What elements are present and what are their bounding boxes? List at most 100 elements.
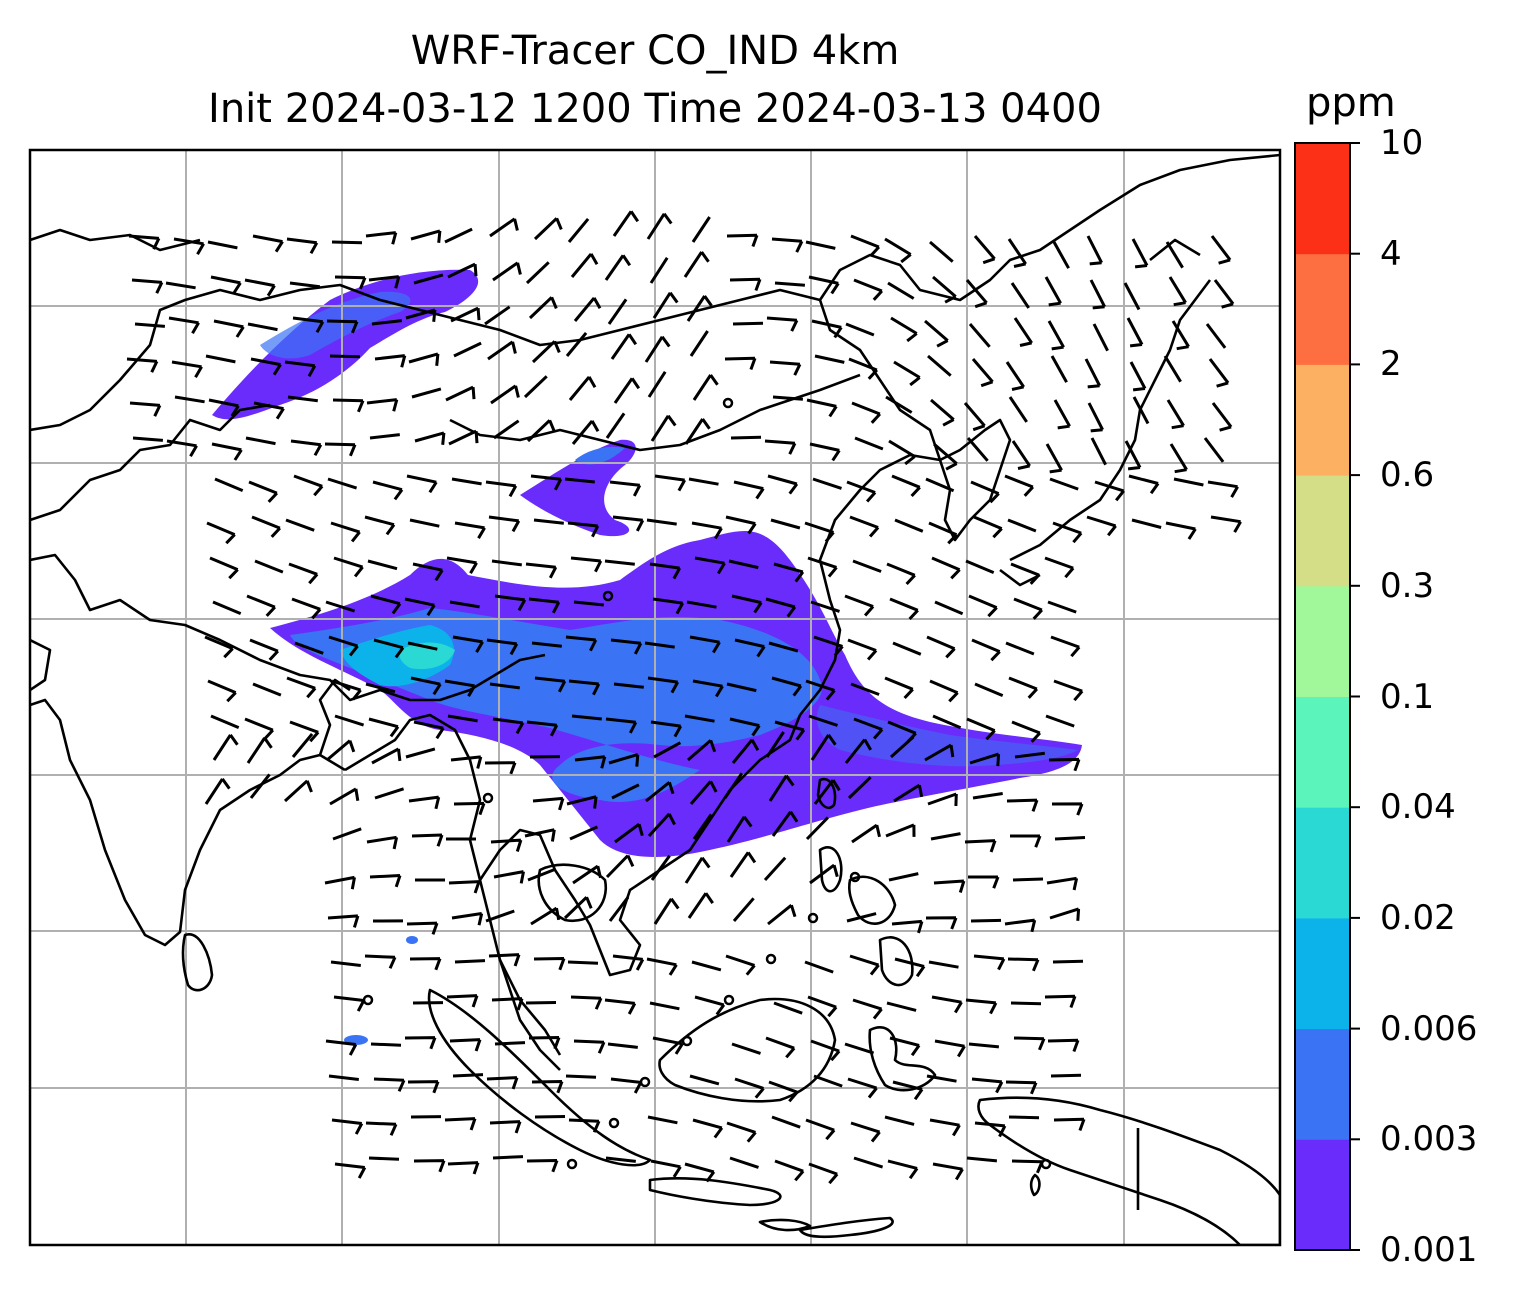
wind-barb <box>207 679 237 703</box>
wind-barb <box>614 822 644 844</box>
wind-barb <box>889 597 919 621</box>
wind-barb <box>1049 907 1081 921</box>
wind-barb <box>252 234 284 253</box>
wind-barb <box>410 229 442 243</box>
wind-barb <box>891 919 924 934</box>
wind-barb <box>684 1162 716 1183</box>
wind-barb <box>533 957 566 971</box>
wind-barb <box>689 780 718 805</box>
wind-barb <box>533 217 563 241</box>
wind-barb <box>889 735 915 759</box>
wind-barb <box>932 714 962 730</box>
wind-barb <box>809 442 841 462</box>
wind-barb <box>409 518 440 528</box>
wind-barb <box>444 679 476 697</box>
wind-barb <box>691 216 711 243</box>
wind-barb <box>926 1074 957 1083</box>
wind-barb <box>1205 323 1227 349</box>
wind-barb <box>374 787 405 800</box>
wind-barb <box>731 738 760 764</box>
wind-barb <box>653 897 680 925</box>
wind-barb <box>850 234 881 257</box>
wind-barb <box>1010 562 1040 585</box>
wind-barb <box>605 1156 636 1163</box>
wind-barb <box>808 275 840 295</box>
wind-barb <box>565 635 598 652</box>
wind-barb <box>364 515 396 536</box>
wind-barb <box>1047 1038 1080 1053</box>
colorbar-segment <box>1295 253 1350 365</box>
wind-barb <box>884 676 914 700</box>
wind-barb <box>173 237 205 255</box>
wind-barb <box>531 641 562 648</box>
wind-barb <box>604 998 637 1015</box>
wind-barb <box>806 398 838 418</box>
colorbar-tick-label: 0.006 <box>1380 1008 1478 1049</box>
wind-barb <box>729 1156 759 1169</box>
wind-barb <box>692 813 713 840</box>
wind-barb <box>207 240 238 250</box>
wind-barb <box>974 682 1004 697</box>
wind-barb <box>646 518 677 526</box>
wind-barb <box>926 635 956 659</box>
wind-barb <box>208 398 240 417</box>
wind-barb <box>647 370 667 398</box>
wind-barb <box>689 1074 720 1086</box>
wind-barb <box>850 682 880 696</box>
plume-spot-sea <box>406 936 418 944</box>
wind-barb <box>291 732 314 758</box>
wind-barb <box>288 562 319 585</box>
wind-barb <box>571 419 600 445</box>
wind-barb <box>410 676 442 696</box>
wind-barb <box>684 418 711 445</box>
wind-barb <box>333 995 366 1012</box>
wind-barb <box>409 957 442 971</box>
wind-barb <box>369 433 400 440</box>
wind-barb <box>925 477 955 493</box>
wind-barb <box>931 995 963 1014</box>
wind-barb <box>1005 361 1025 391</box>
wind-barb <box>683 251 710 278</box>
wind-barb <box>811 319 843 339</box>
wind-barb <box>1005 1080 1038 1095</box>
calm-wind-circle <box>765 953 777 965</box>
wind-barb <box>487 340 517 361</box>
wind-barb <box>293 474 324 497</box>
wind-barb <box>973 954 1006 971</box>
wind-barb <box>805 816 829 841</box>
wind-barb <box>333 556 364 578</box>
wind-barb <box>327 914 360 928</box>
wind-barb <box>1013 1036 1046 1051</box>
wind-barb <box>846 480 877 503</box>
wind-barb <box>373 638 405 659</box>
wind-barb <box>205 354 236 364</box>
wind-barb <box>689 330 709 357</box>
wind-barb <box>492 1155 524 1160</box>
map-frame <box>28 148 1282 1247</box>
wind-barb <box>131 278 164 294</box>
calm-wind-circle <box>482 792 494 804</box>
wind-barb <box>771 1115 801 1129</box>
wind-barb <box>973 235 996 265</box>
wind-barb <box>849 515 880 538</box>
map-title-line1: WRF-Tracer CO_IND 4km <box>410 28 900 74</box>
wind-barb <box>765 1036 796 1059</box>
wind-barb <box>1166 399 1185 430</box>
wind-barb <box>289 281 320 289</box>
wind-barb <box>888 439 916 466</box>
wind-barb <box>134 322 166 328</box>
wind-barb <box>813 1074 843 1088</box>
wind-barb <box>854 436 884 451</box>
wind-barb <box>1011 1159 1044 1174</box>
calm-wind-circle <box>681 1035 693 1047</box>
wind-barb <box>447 714 478 723</box>
wind-barb <box>649 562 682 580</box>
wind-barb <box>565 1074 597 1079</box>
wind-barb <box>608 896 630 922</box>
colorbar <box>1294 142 1360 1251</box>
wind-barb <box>927 792 958 807</box>
wind-barb <box>729 717 761 737</box>
wind-barb <box>808 1162 839 1185</box>
colorbar-segment <box>1295 143 1350 255</box>
wind-barb <box>853 278 884 301</box>
